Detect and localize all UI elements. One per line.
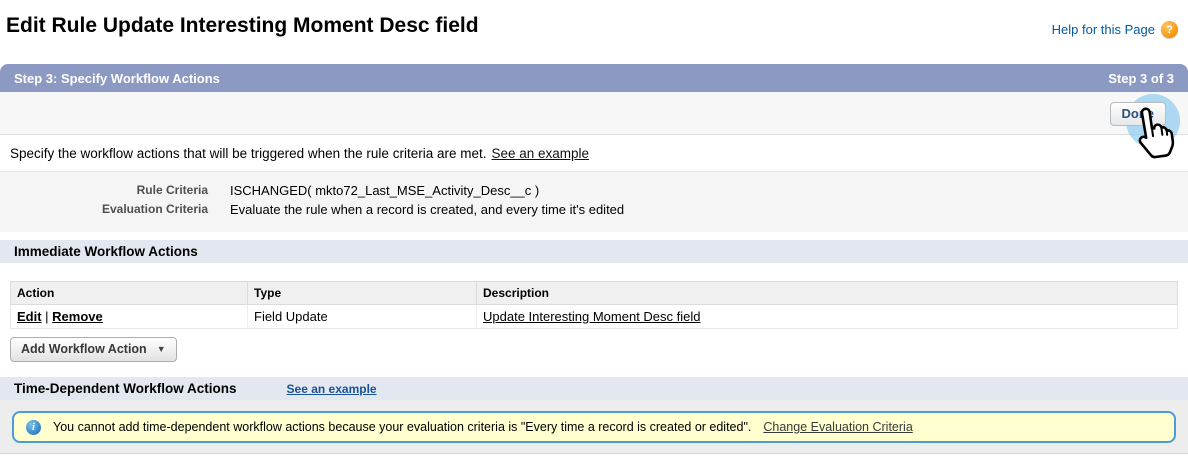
field-update-description-link[interactable]: Update Interesting Moment Desc field <box>483 309 701 324</box>
time-dependent-see-example-link[interactable]: See an example <box>286 381 377 396</box>
type-cell: Field Update <box>247 304 477 329</box>
evaluation-criteria-label: Evaluation Criteria <box>101 202 208 216</box>
add-workflow-action-label: Add Workflow Action <box>21 342 147 356</box>
evaluation-criteria-value: Evaluate the rule when a record is creat… <box>230 202 625 217</box>
time-dependent-title: Time-Dependent Workflow Actions <box>14 381 237 396</box>
hand-cursor-icon <box>1138 107 1175 159</box>
column-header-type: Type <box>247 281 477 305</box>
rule-criteria-value: ISCHANGED( mkto72_Last_MSE_Activity_Desc… <box>230 183 540 198</box>
remove-link[interactable]: Remove <box>52 309 103 324</box>
spacer <box>0 263 1188 281</box>
action-cell: Edit | Remove <box>10 304 248 329</box>
immediate-actions-title: Immediate Workflow Actions <box>14 244 198 259</box>
step-header-title: Step 3: Specify Workflow Actions <box>14 70 220 86</box>
time-dependent-notice: i You cannot add time-dependent workflow… <box>12 411 1176 443</box>
notice-text: You cannot add time-dependent workflow a… <box>53 420 752 434</box>
spacer <box>0 232 1188 240</box>
column-header-action: Action <box>10 281 248 305</box>
rule-criteria-label: Rule Criteria <box>136 183 208 197</box>
step-indicator: Step 3 of 3 <box>1108 70 1174 86</box>
add-action-row: Add Workflow Action ▼ <box>0 329 1188 362</box>
evaluation-criteria-row: Evaluation Criteria Evaluate the rule wh… <box>0 200 1188 219</box>
immediate-actions-header-bar: Immediate Workflow Actions <box>0 240 1188 263</box>
immediate-actions-table: Action Type Description Edit | Remove Fi… <box>10 281 1178 329</box>
time-dependent-header-bar: Time-Dependent Workflow Actions See an e… <box>0 377 1188 400</box>
page-title: Edit Rule Update Interesting Moment Desc… <box>6 14 479 37</box>
description-cell: Update Interesting Moment Desc field <box>476 304 1178 329</box>
intro-see-example-link[interactable]: See an example <box>491 145 590 161</box>
table-header-row: Action Type Description <box>10 281 1178 305</box>
criteria-section: Rule Criteria ISCHANGED( mkto72_Last_MSE… <box>0 172 1188 232</box>
intro-text: Specify the workflow actions that will b… <box>10 145 487 161</box>
change-evaluation-criteria-link[interactable]: Change Evaluation Criteria <box>763 420 913 434</box>
column-header-description: Description <box>476 281 1178 305</box>
chevron-down-icon: ▼ <box>156 344 166 354</box>
intro-row: Specify the workflow actions that will b… <box>0 135 1188 172</box>
add-workflow-action-button[interactable]: Add Workflow Action ▼ <box>10 337 177 362</box>
spacer <box>0 362 1188 377</box>
step-header-bar: Step 3: Specify Workflow Actions Step 3 … <box>0 64 1188 92</box>
help-question-icon[interactable]: ? <box>1161 21 1178 38</box>
toolbar-row: Done <box>0 92 1188 159</box>
rule-criteria-row: Rule Criteria ISCHANGED( mkto72_Last_MSE… <box>0 181 1188 200</box>
info-icon: i <box>26 419 41 435</box>
page-top: Edit Rule Update Interesting Moment Desc… <box>0 0 1188 64</box>
table-row: Edit | Remove Field Update Update Intere… <box>10 304 1178 329</box>
link-separator: | <box>41 309 53 324</box>
help-area: Help for this Page ? <box>1052 21 1178 38</box>
edit-link[interactable]: Edit <box>17 309 42 324</box>
notice-strip: i You cannot add time-dependent workflow… <box>0 400 1188 454</box>
help-for-this-page-link[interactable]: Help for this Page <box>1051 22 1155 37</box>
